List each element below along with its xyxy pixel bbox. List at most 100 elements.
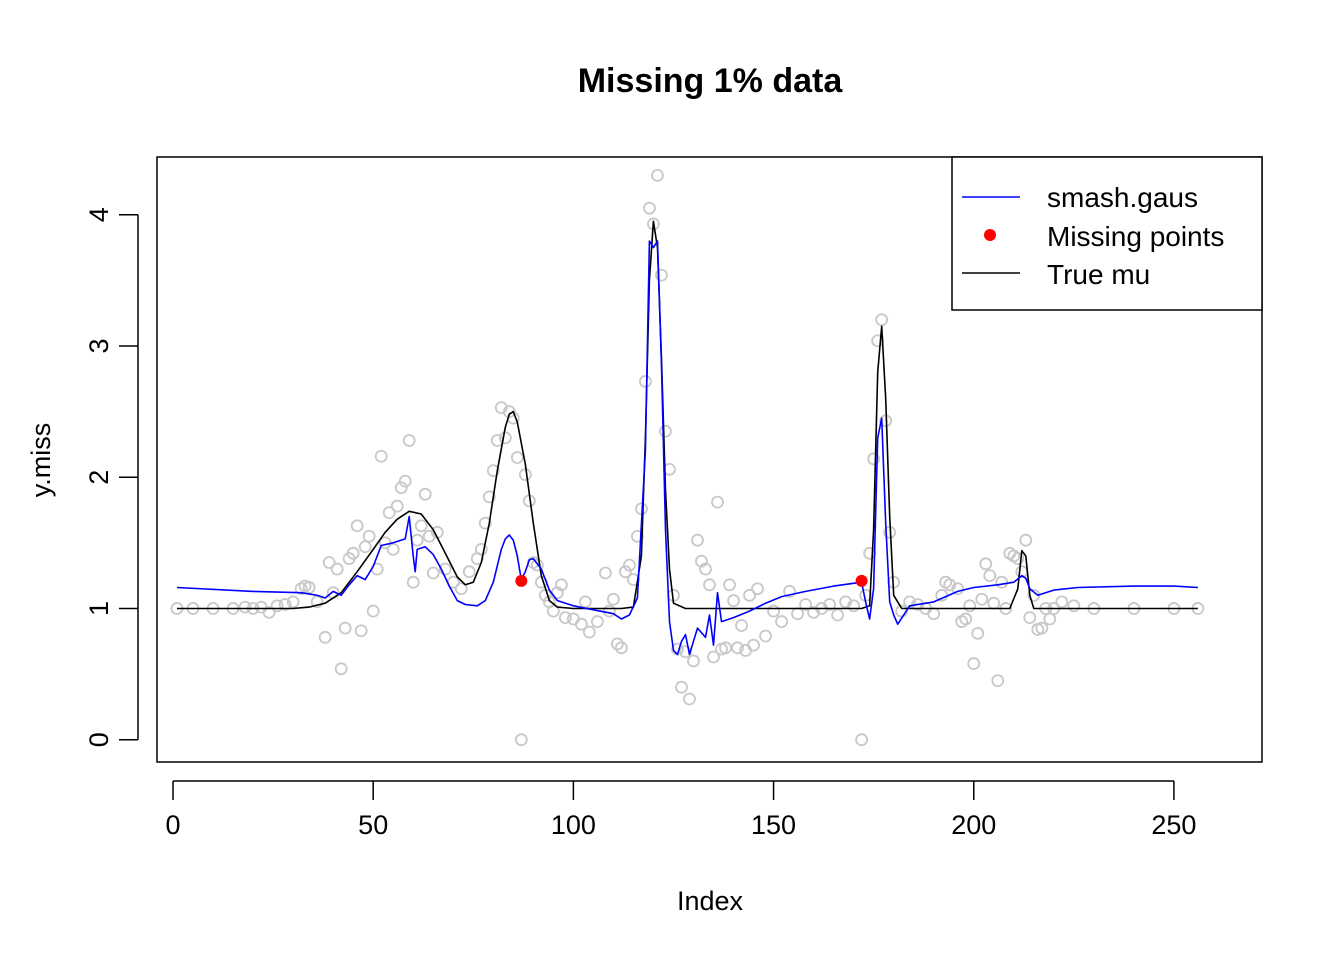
data-point bbox=[574, 617, 588, 631]
data-point bbox=[927, 607, 941, 621]
data-point bbox=[867, 452, 881, 466]
data-point bbox=[639, 375, 652, 388]
y-tick-label: 4 bbox=[84, 207, 114, 222]
data-point bbox=[338, 621, 352, 635]
data-point bbox=[462, 565, 476, 579]
data-point bbox=[699, 562, 712, 576]
missing-points bbox=[515, 574, 868, 587]
data-point bbox=[863, 546, 877, 560]
data-point bbox=[438, 562, 452, 576]
x-tick-label: 0 bbox=[165, 810, 180, 840]
data-point bbox=[514, 733, 528, 747]
data-point bbox=[707, 650, 720, 664]
data-point bbox=[967, 657, 981, 670]
data-point bbox=[619, 565, 632, 579]
data-point bbox=[691, 533, 704, 547]
data-point bbox=[791, 607, 804, 621]
data-point bbox=[631, 529, 644, 543]
y-axis-label: y.miss bbox=[26, 423, 56, 498]
data-point bbox=[346, 546, 360, 560]
data-point bbox=[751, 582, 764, 596]
data-point bbox=[611, 637, 624, 651]
data-point bbox=[727, 594, 740, 607]
data-point bbox=[775, 615, 788, 628]
data-point bbox=[366, 604, 380, 618]
data-point bbox=[362, 529, 376, 543]
true-mu-line bbox=[177, 220, 1198, 610]
data-point bbox=[991, 674, 1005, 688]
legend-label-true-mu: True mu bbox=[1047, 259, 1150, 290]
data-point bbox=[987, 596, 1001, 610]
data-point bbox=[578, 595, 592, 609]
y-tick-label: 2 bbox=[84, 470, 114, 485]
data-point bbox=[478, 516, 492, 530]
plot-area-frame bbox=[156, 156, 1263, 763]
data-point bbox=[582, 625, 596, 639]
data-point bbox=[903, 595, 917, 609]
data-point bbox=[426, 566, 440, 580]
data-point bbox=[406, 575, 420, 589]
data-point bbox=[747, 638, 760, 652]
data-point bbox=[875, 313, 889, 327]
data-point bbox=[1023, 611, 1037, 625]
data-point bbox=[643, 201, 656, 215]
data-point bbox=[302, 581, 316, 594]
data-point bbox=[510, 451, 524, 464]
x-axis: 0 50 100 150 200 250 bbox=[165, 780, 1196, 840]
data-point bbox=[322, 556, 336, 569]
data-point bbox=[318, 630, 332, 644]
data-point bbox=[354, 624, 368, 638]
data-point bbox=[1019, 533, 1033, 547]
data-point bbox=[735, 619, 748, 632]
data-point bbox=[382, 506, 396, 520]
data-point bbox=[386, 542, 400, 556]
data-point bbox=[831, 608, 845, 622]
data-point bbox=[1035, 621, 1049, 635]
data-point bbox=[711, 495, 724, 509]
data-point bbox=[623, 558, 636, 572]
data-point bbox=[659, 424, 672, 438]
data-point bbox=[615, 641, 628, 655]
data-point bbox=[262, 605, 276, 619]
data-point bbox=[759, 629, 772, 643]
legend-label-smash-gaus: smash.gaus bbox=[1047, 182, 1198, 213]
data-point bbox=[454, 582, 468, 596]
missing-point bbox=[515, 574, 528, 587]
data-point bbox=[599, 566, 612, 580]
y-tick-label: 3 bbox=[84, 338, 114, 353]
data-point bbox=[238, 600, 252, 614]
data-point bbox=[530, 558, 544, 572]
data-point bbox=[394, 481, 408, 495]
data-point bbox=[546, 604, 560, 618]
data-point bbox=[418, 487, 432, 501]
data-point bbox=[767, 604, 780, 618]
data-point bbox=[951, 582, 965, 596]
x-tick-label: 150 bbox=[751, 810, 796, 840]
data-point bbox=[731, 641, 744, 655]
data-point bbox=[498, 431, 512, 445]
data-point bbox=[410, 533, 424, 547]
x-tick-label: 250 bbox=[1151, 810, 1196, 840]
data-point bbox=[719, 641, 732, 655]
data-point bbox=[278, 598, 292, 611]
data-point bbox=[502, 405, 516, 418]
legend-box bbox=[951, 156, 1263, 311]
data-point bbox=[358, 540, 372, 554]
data-point bbox=[723, 578, 736, 592]
x-axis-label: Index bbox=[677, 886, 744, 916]
data-point bbox=[979, 557, 993, 571]
data-point bbox=[554, 578, 568, 592]
data-point bbox=[374, 449, 388, 463]
observed-points bbox=[170, 168, 1205, 747]
data-point bbox=[799, 598, 812, 611]
data-point bbox=[703, 578, 716, 592]
data-point bbox=[350, 519, 364, 533]
data-point bbox=[683, 692, 696, 706]
data-point bbox=[687, 654, 700, 668]
data-point bbox=[566, 612, 580, 626]
data-point bbox=[743, 588, 756, 602]
smash-gaus-line bbox=[176, 240, 1198, 656]
data-point bbox=[390, 499, 404, 513]
data-point bbox=[398, 474, 412, 488]
